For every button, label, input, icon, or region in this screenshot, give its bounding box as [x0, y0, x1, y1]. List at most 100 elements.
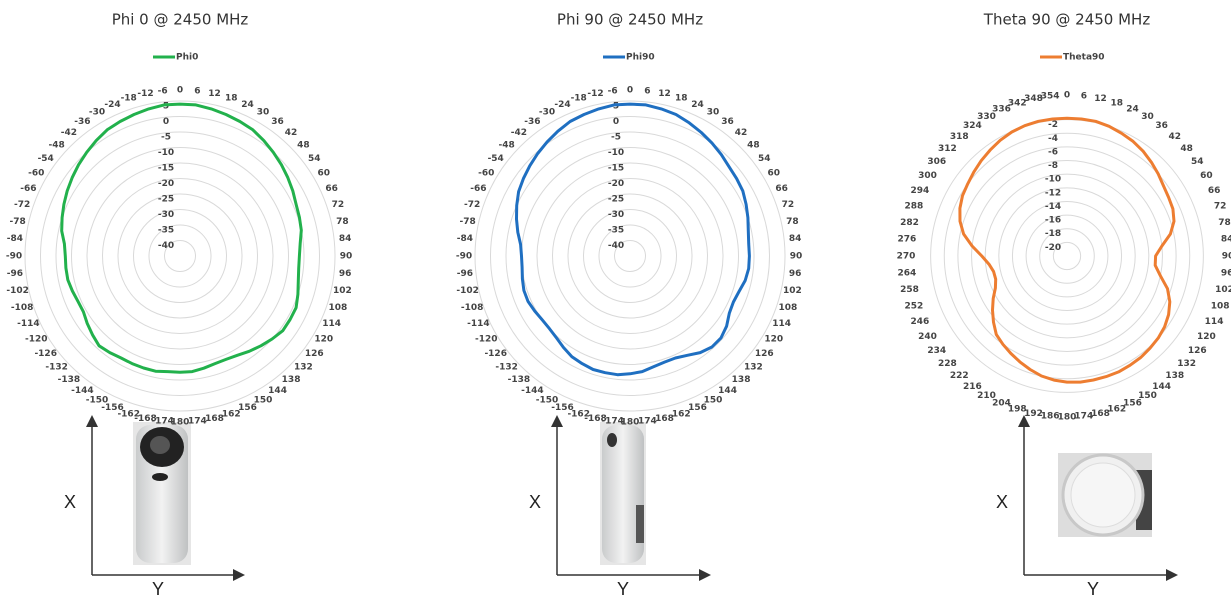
angle-label: -90: [6, 252, 22, 262]
angle-label: 174: [188, 417, 207, 427]
r-tick-label: -4: [1048, 134, 1058, 144]
axis-label: Y: [617, 579, 629, 597]
r-tick-label: -18: [1045, 229, 1061, 239]
angle-label: -12: [137, 89, 153, 99]
angle-label: 54: [758, 154, 771, 164]
angle-label: -102: [456, 286, 479, 296]
angle-label: 318: [950, 132, 969, 142]
angle-label: 126: [1188, 346, 1207, 356]
grid-ring: [522, 148, 739, 365]
angle-label: 228: [938, 359, 957, 369]
angle-label: -42: [61, 128, 77, 138]
angle-label: 186: [1041, 412, 1060, 422]
angle-label: -48: [49, 140, 65, 150]
angle-label: -120: [475, 335, 498, 345]
angle-label: 102: [333, 286, 352, 296]
angle-label: -36: [74, 117, 90, 127]
angle-label: 30: [257, 108, 270, 118]
angle-label: 306: [927, 157, 946, 167]
angle-label: -72: [464, 200, 480, 210]
angle-label: 6: [644, 86, 650, 96]
angle-label: 60: [317, 169, 330, 179]
angle-label: 192: [1024, 409, 1043, 419]
angle-label: 216: [963, 382, 982, 392]
angle-label: -72: [14, 200, 30, 210]
r-tick-label: -20: [1045, 243, 1061, 253]
r-tick-label: -30: [158, 210, 174, 220]
angle-label: 42: [735, 128, 748, 138]
angle-label: -114: [17, 319, 40, 329]
angle-label: 90: [1222, 252, 1231, 262]
angle-label: 162: [222, 409, 241, 419]
grid-ring: [103, 179, 258, 334]
grid-ring: [491, 117, 770, 396]
angle-label: 312: [938, 144, 957, 154]
angle-label: 102: [783, 286, 802, 296]
r-tick-label: -15: [158, 164, 174, 174]
angle-label: 6: [194, 86, 200, 96]
series-line: [960, 118, 1174, 382]
angle-label: 174: [1074, 412, 1093, 422]
angle-label: 48: [297, 140, 310, 150]
r-tick-label: -40: [608, 241, 624, 251]
r-tick-label: -5: [611, 133, 621, 143]
axis-label: X: [64, 492, 76, 512]
angle-label: -24: [104, 100, 120, 110]
angle-label: 132: [744, 363, 763, 373]
angle-label: -114: [467, 319, 490, 329]
angle-label: -102: [6, 286, 29, 296]
angle-label: 30: [707, 108, 720, 118]
angle-label: -66: [20, 184, 36, 194]
angle-label: -42: [511, 128, 527, 138]
angle-label: -18: [121, 94, 137, 104]
angle-label: 90: [790, 252, 803, 262]
angle-label: 138: [1165, 371, 1184, 381]
angle-label: -66: [470, 184, 486, 194]
grid-ring: [553, 179, 708, 334]
angle-label: 354: [1041, 91, 1060, 101]
photo-3: [1024, 418, 1175, 575]
angle-label: 0: [177, 86, 183, 96]
angle-label: 114: [1205, 317, 1224, 327]
angle-label: 36: [721, 117, 734, 127]
angle-label: -6: [158, 86, 168, 96]
angle-label: 66: [325, 184, 338, 194]
angle-label: -96: [457, 269, 473, 279]
angle-label: 96: [789, 269, 802, 279]
r-tick-label: -14: [1045, 202, 1061, 212]
angle-label: 138: [282, 375, 301, 385]
angle-label: 126: [755, 349, 774, 359]
angle-label: -54: [488, 154, 504, 164]
angle-label: 162: [672, 409, 691, 419]
angle-label: 108: [778, 303, 797, 313]
angle-label: 294: [911, 186, 930, 196]
angle-label: 24: [241, 100, 254, 110]
angle-label: 84: [789, 234, 802, 244]
angle-label: -108: [461, 303, 484, 313]
angle-label: 30: [1141, 112, 1154, 122]
angle-label: 0: [1064, 91, 1070, 101]
r-tick-label: -40: [158, 241, 174, 251]
angle-label: -120: [25, 335, 48, 345]
angle-label: 246: [911, 317, 930, 327]
r-tick-label: -12: [1045, 188, 1061, 198]
angle-label: 324: [963, 121, 982, 131]
chart-title: Theta 90 @ 2450 MHz: [983, 11, 1151, 29]
r-tick-label: -20: [158, 179, 174, 189]
r-tick-label: -25: [608, 195, 624, 205]
legend-label: Phi90: [626, 53, 655, 63]
angle-label: 174: [638, 417, 657, 427]
grid-ring: [537, 163, 723, 349]
chart-title: Phi 90 @ 2450 MHz: [557, 11, 703, 29]
grid-ring: [985, 174, 1149, 338]
grid-ring: [958, 147, 1176, 365]
angle-label: 84: [1221, 235, 1231, 245]
angle-label: 24: [1126, 104, 1139, 114]
angle-label: 36: [271, 117, 284, 127]
grid-ring: [1026, 215, 1108, 297]
angle-label: 252: [904, 301, 923, 311]
angle-label: 0: [627, 86, 633, 96]
angle-label: 210: [977, 391, 996, 401]
angle-label: -48: [499, 140, 515, 150]
r-tick-label: -6: [1048, 147, 1058, 157]
